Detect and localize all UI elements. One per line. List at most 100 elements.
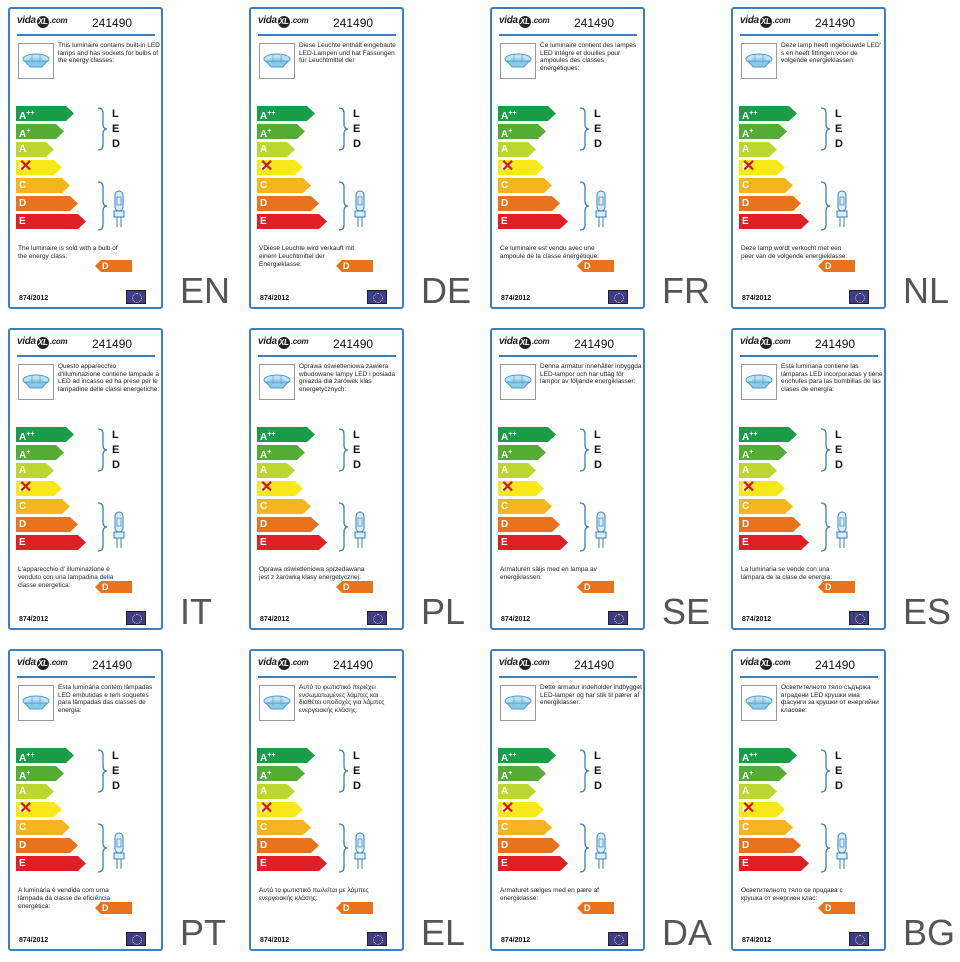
energy-class-letter: A+	[260, 128, 272, 140]
energy-class-bar: E	[257, 535, 327, 550]
language-code: FR	[662, 270, 710, 311]
energy-class-bar: D	[16, 838, 78, 853]
energy-class-bar: D	[257, 838, 319, 853]
brace-icon	[338, 181, 349, 231]
brace-icon	[820, 823, 831, 873]
energy-class-letter: A++	[742, 110, 758, 122]
energy-class-bar: B ✕	[739, 481, 785, 496]
label-cell-es: vida XL .com 241490 Esta luminaria contien…	[731, 321, 960, 641]
sold-with-text: Oprawa oświetleniowa sprzedawana jest z …	[259, 566, 365, 581]
label-cell-nl: vida XL .com 241490 Deze lamp heeft ingebo…	[731, 0, 960, 320]
energy-class-bar: A+	[257, 766, 305, 781]
brace-icon	[820, 107, 831, 151]
eu-flag-icon	[367, 290, 387, 304]
energy-class-bar: B ✕	[16, 481, 62, 496]
model-number: 241490	[815, 658, 856, 672]
energy-class-letter: B	[742, 162, 750, 173]
energy-class-bar: B ✕	[498, 481, 544, 496]
energy-class-scale: A++ A+ A B ✕	[498, 106, 568, 232]
energy-class-letter: C	[501, 822, 509, 833]
header-divider	[258, 34, 396, 36]
energy-class-letter: B	[742, 483, 750, 494]
eu-flag-icon	[608, 611, 628, 625]
brand-logo: vida XL .com	[740, 15, 791, 28]
cross-mark-icon: ✕	[260, 479, 274, 496]
energy-class-bar: A	[498, 784, 536, 799]
energy-class-letter: A	[742, 786, 750, 797]
eu-flag-icon	[367, 611, 387, 625]
sold-class-badge: D	[336, 902, 373, 914]
energy-class-letter: A++	[260, 752, 276, 764]
energy-class-bar: C	[16, 178, 70, 193]
led-text: L E D	[353, 750, 361, 792]
energy-class-bar: A++	[16, 748, 74, 763]
energy-label: vida XL .com 241490 Denna armatur innehåll…	[490, 328, 645, 630]
regulation-number: 874/2012	[19, 295, 49, 302]
sold-with-text: Armaturen säljs med en lampa av energikl…	[500, 566, 597, 581]
eu-flag-icon	[849, 932, 869, 946]
language-code: ES	[903, 591, 952, 632]
language-code: PT	[180, 912, 227, 953]
energy-class-scale: A++ A+ A B ✕	[498, 427, 568, 553]
energy-label: vida XL .com 241490 Questo apparecchio d'i…	[8, 328, 163, 630]
sold-with-text: Armaturet sælges med en pære af energikl…	[500, 887, 599, 902]
energy-class-bar: E	[257, 856, 327, 871]
brand-logo: vida XL .com	[499, 336, 550, 349]
energy-class-scale: A++ A+ A B ✕	[498, 748, 568, 874]
label-description: Ce luminaire contient des lampes LED int…	[540, 42, 637, 72]
energy-class-bar: D	[739, 196, 801, 211]
sold-with-text: VDiese Leuchte wird verkauft mit einem L…	[259, 245, 355, 268]
halogen-bulb-icon	[354, 832, 366, 869]
energy-class-letter: C	[19, 180, 27, 191]
energy-class-bar: E	[498, 535, 568, 550]
brand-logo: vida XL .com	[740, 336, 791, 349]
cross-mark-icon: ✕	[19, 158, 33, 175]
energy-class-letter: A	[501, 786, 509, 797]
model-number: 241490	[333, 16, 374, 30]
label-description: Deze lamp heeft ingebouwde LED' s en hee…	[781, 42, 881, 64]
language-code: DA	[662, 912, 713, 953]
cross-mark-icon: ✕	[19, 800, 33, 817]
energy-class-bar: A+	[16, 766, 64, 781]
energy-class-bar: A+	[739, 124, 787, 139]
regulation-number: 874/2012	[742, 937, 772, 944]
language-code: PL	[421, 591, 466, 632]
label-cell-it: vida XL .com 241490 Questo apparecchio d'i…	[8, 321, 248, 641]
header-divider	[740, 34, 878, 36]
energy-label: vida XL .com 241490 Esta luminaria contien…	[731, 328, 886, 630]
brace-icon	[579, 749, 590, 793]
brace-icon	[579, 107, 590, 151]
brand-logo: vida XL .com	[17, 657, 68, 670]
label-header: vida XL .com 241490	[258, 14, 398, 34]
energy-class-bar: A+	[498, 766, 546, 781]
label-description: This luminaire contains built-in LED lam…	[58, 42, 160, 64]
energy-class-letter: A	[260, 786, 268, 797]
header-divider	[499, 676, 637, 678]
label-header: vida XL .com 241490	[740, 335, 880, 355]
energy-class-bar: A+	[739, 766, 787, 781]
brace-icon	[579, 428, 590, 472]
energy-class-bar: A	[498, 142, 536, 157]
header-divider	[17, 676, 155, 678]
model-number: 241490	[574, 16, 615, 30]
brace-icon	[97, 823, 108, 873]
label-description: Oprawa oświetleniowa zawiera wbudowane l…	[299, 363, 396, 393]
led-text: L E D	[835, 429, 843, 471]
energy-class-letter: A	[742, 144, 750, 155]
regulation-number: 874/2012	[19, 937, 49, 944]
eu-flag-icon	[849, 611, 869, 625]
energy-class-bar: E	[16, 856, 86, 871]
energy-class-bar: B ✕	[16, 802, 62, 817]
halogen-bulb-icon	[113, 511, 125, 548]
sold-class-badge: D	[336, 260, 373, 272]
language-code: IT	[180, 591, 212, 632]
label-header: vida XL .com 241490	[17, 14, 157, 34]
language-code: EN	[180, 270, 231, 311]
cross-mark-icon: ✕	[742, 800, 756, 817]
sold-class-badge: D	[577, 902, 614, 914]
energy-class-bar: A++	[16, 106, 74, 121]
ceiling-lamp-icon	[741, 685, 777, 721]
led-text: L E D	[112, 429, 120, 471]
label-cell-da: vida XL .com 241490 Dette armatur indehold…	[490, 642, 730, 962]
energy-class-letter: A	[260, 144, 268, 155]
